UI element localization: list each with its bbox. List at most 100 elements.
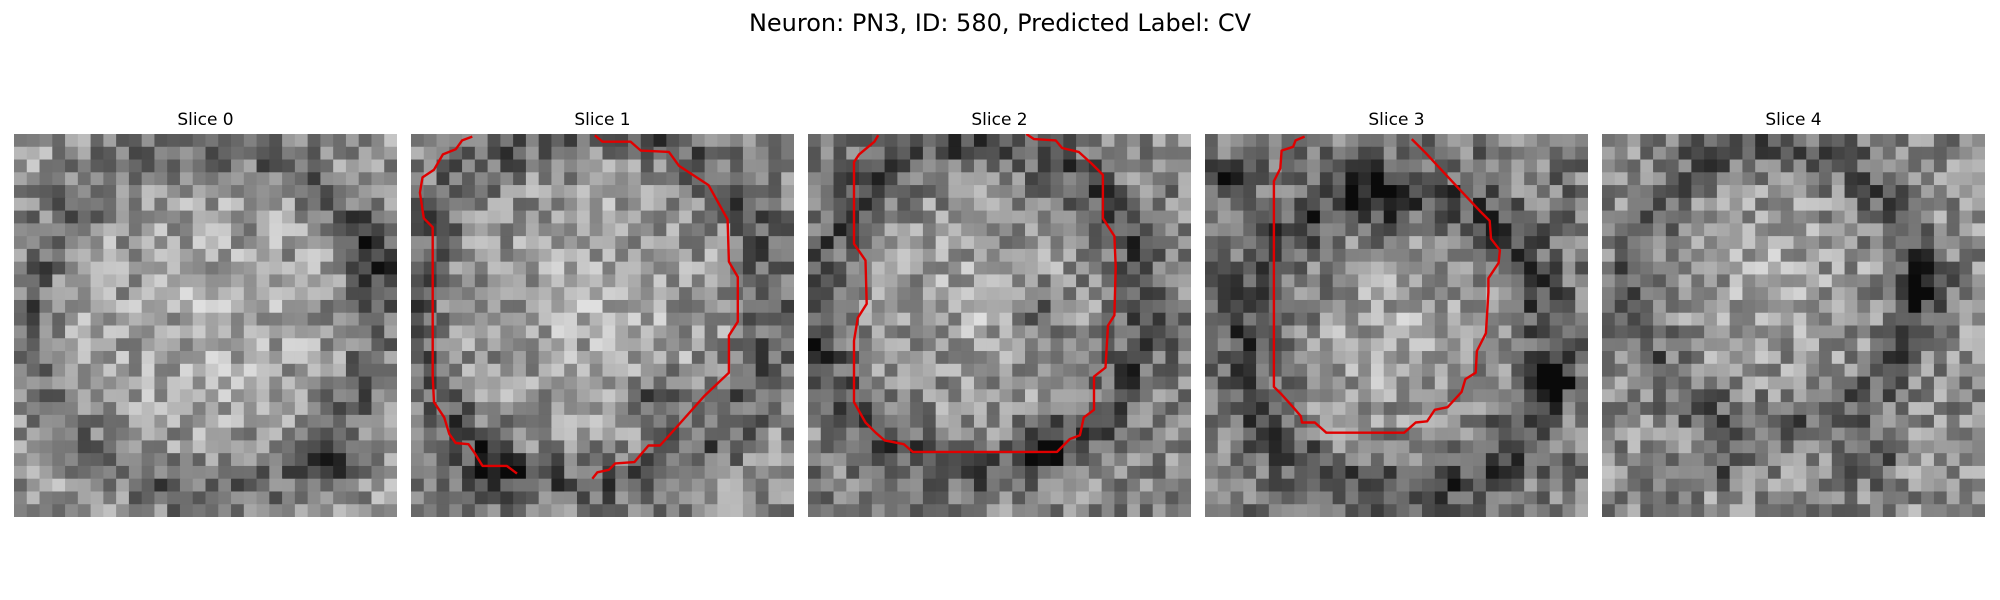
pixel-cell (640, 223, 655, 237)
pixel-cell (1602, 159, 1616, 173)
pixel-cell (256, 197, 270, 212)
pixel-cell (462, 159, 476, 173)
pixel-cell (1806, 402, 1820, 416)
pixel-cell (1294, 261, 1308, 276)
pixel-cell (192, 465, 207, 480)
pixel-cell (333, 414, 347, 429)
pixel-cell (384, 376, 397, 390)
pixel-cell (1972, 274, 1985, 288)
pixel-cell (1755, 312, 1769, 327)
pixel-cell (1819, 465, 1833, 480)
pixel-cell (1972, 504, 1985, 517)
pixel-cell (910, 172, 924, 186)
pixel-cell (1230, 248, 1244, 263)
pixel-cell (384, 134, 397, 148)
pixel-cell (1307, 146, 1321, 161)
pixel-cell (640, 261, 655, 276)
pixel-cell (1549, 312, 1564, 327)
pixel-cell (231, 414, 245, 429)
pixel-cell (1127, 389, 1141, 403)
pixel-cell (474, 338, 489, 352)
pixel-cell (1114, 363, 1128, 378)
pixel-cell (1640, 465, 1654, 480)
pixel-cell (77, 274, 92, 288)
pixel-cell (1767, 504, 1782, 517)
pixel-cell (525, 414, 540, 429)
pixel-cell (1844, 299, 1858, 314)
pixel-cell (1139, 351, 1154, 365)
pixel-cell (1076, 312, 1090, 327)
pixel-cell (602, 414, 616, 429)
pixel-cell (423, 197, 438, 212)
pixel-cell (1933, 351, 1948, 365)
pixel-cell (551, 376, 565, 390)
pixel-cell (205, 236, 219, 250)
pixel-cell (1012, 223, 1026, 237)
pixel-cell (1127, 440, 1141, 454)
pixel-cell (1205, 134, 1219, 148)
pixel-cell (589, 210, 604, 224)
pixel-cell (1895, 236, 1909, 250)
pixel-cell (1447, 478, 1461, 493)
pixel-cell (205, 351, 219, 365)
pixel-cell (833, 236, 847, 250)
pixel-cell (179, 159, 194, 173)
pixel-cell (1602, 210, 1616, 224)
pixel-cell (1665, 453, 1680, 467)
pixel-cell (116, 478, 130, 493)
pixel-cell (922, 351, 937, 365)
pixel-cell (1434, 287, 1449, 301)
pixel-cell (141, 210, 156, 224)
pixel-cell (320, 325, 334, 339)
pixel-cell (358, 261, 373, 276)
pixel-cell (436, 478, 450, 493)
pixel-cell (1139, 402, 1154, 416)
pixel-cell (1653, 248, 1667, 263)
pixel-cell (77, 210, 92, 224)
pixel-cell (179, 172, 194, 186)
pixel-cell (1549, 440, 1564, 454)
pixel-cell (1549, 389, 1564, 403)
pixel-cell (1959, 210, 1973, 224)
pixel-cell (371, 172, 385, 186)
pixel-cell (615, 427, 629, 441)
pixel-cell (1716, 185, 1731, 199)
pixel-cell (910, 491, 924, 505)
pixel-cell (1256, 402, 1270, 416)
pixel-cell (551, 338, 565, 352)
pixel-cell (39, 223, 53, 237)
pixel-cell (14, 312, 28, 327)
pixel-cell (1882, 274, 1897, 288)
pixel-cell (1332, 402, 1347, 416)
slice-4-image (1602, 134, 1985, 517)
pixel-cell (1230, 338, 1244, 352)
pixel-cell (167, 491, 181, 505)
pixel-cell (1498, 478, 1512, 493)
pixel-cell (1319, 414, 1334, 429)
pixel-cell (77, 172, 92, 186)
pixel-cell (1857, 440, 1871, 454)
pixel-cell (218, 363, 232, 378)
pixel-cell (1025, 389, 1039, 403)
pixel-cell (1217, 440, 1232, 454)
pixel-cell (167, 146, 181, 161)
pixel-cell (1921, 453, 1935, 467)
pixel-cell (1575, 504, 1588, 517)
pixel-cell (282, 325, 296, 339)
pixel-cell (128, 427, 143, 441)
pixel-cell (1602, 414, 1616, 429)
pixel-cell (1806, 465, 1820, 480)
pixel-cell (1473, 402, 1487, 416)
pixel-cell (141, 236, 156, 250)
pixel-cell (269, 159, 283, 173)
pixel-cell (1665, 159, 1680, 173)
pixel-cell (65, 491, 79, 505)
pixel-cell (14, 363, 28, 378)
pixel-cell (628, 363, 642, 378)
slice-1-canvas (411, 134, 794, 517)
pixel-cell (1383, 376, 1398, 390)
pixel-cell (1358, 312, 1372, 327)
pixel-cell (910, 312, 924, 327)
pixel-cell (1319, 146, 1334, 161)
pixel-cell (1370, 236, 1385, 250)
